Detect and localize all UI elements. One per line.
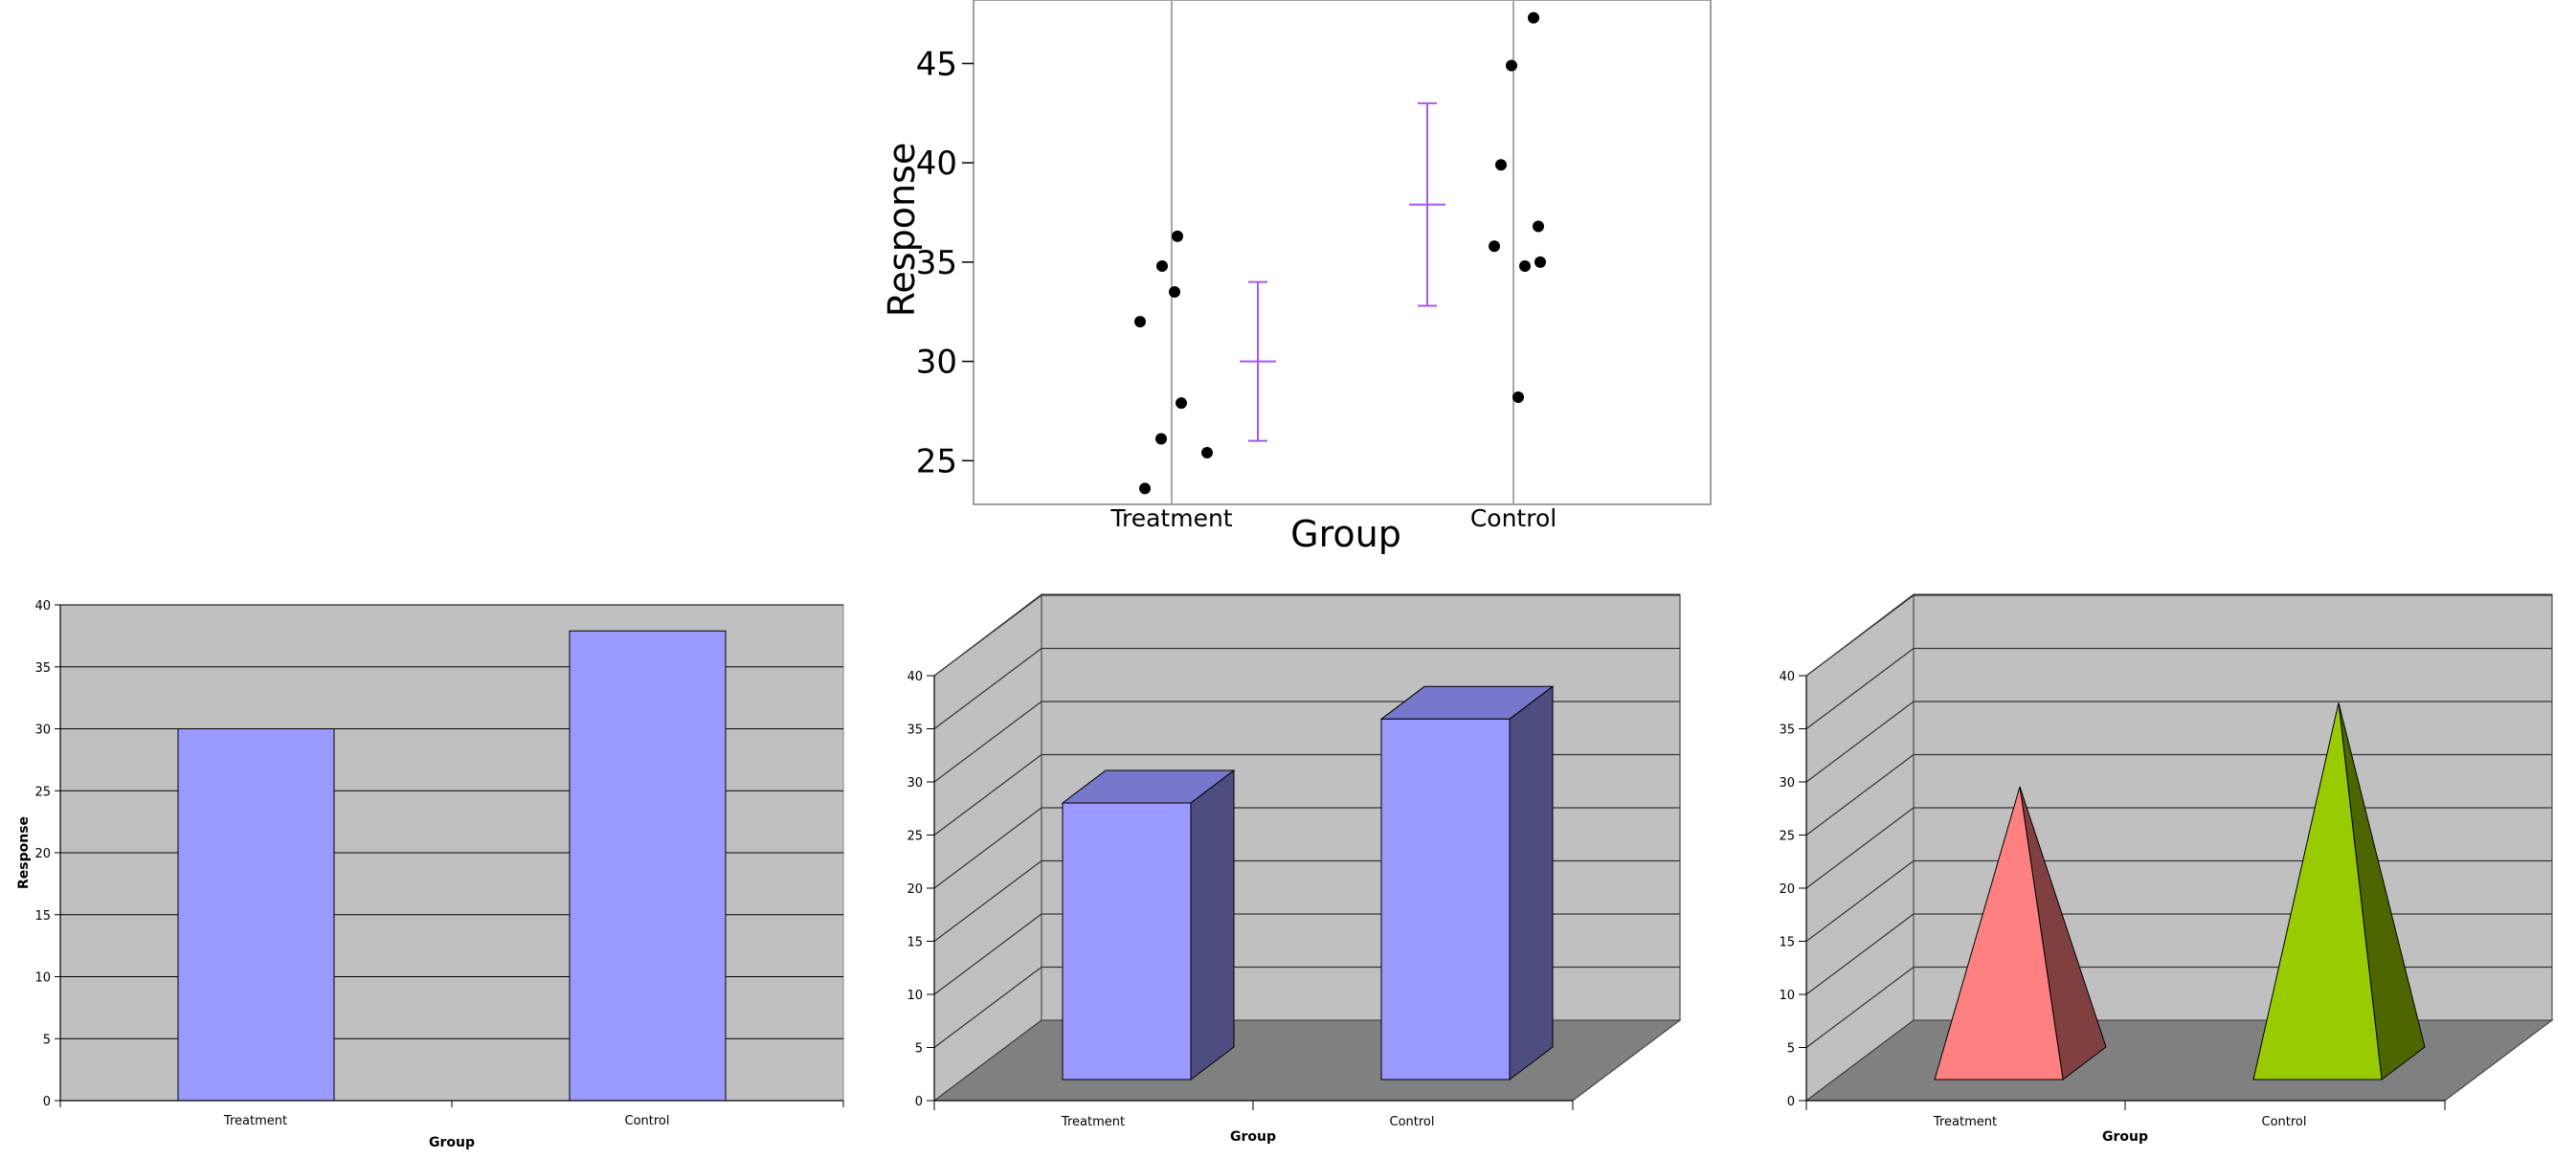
bar2d-ytick-label-3: 15 xyxy=(34,909,51,924)
bar2d-xcat-treatment: Treatment xyxy=(223,1114,287,1128)
pyr3d-ytick-label-2: 10 xyxy=(1779,989,1795,1003)
col3d-y-axis: 0 5 10 15 20 25 30 35 40 xyxy=(907,670,934,1109)
col3d-ytick-label-4: 20 xyxy=(907,882,923,897)
col3d-x-axis-title: Group xyxy=(1230,1129,1276,1145)
bar2d-ytick-label-1: 5 xyxy=(43,1033,51,1047)
bar2d-ytick-label-4: 20 xyxy=(34,847,51,861)
dotplot-point-8 xyxy=(1528,11,1539,24)
dotplot-ytick-label-1: 30 xyxy=(916,344,957,382)
col3d-ytick-label-6: 30 xyxy=(907,776,923,791)
pyr3d-ytick-label-4: 20 xyxy=(1779,882,1795,897)
col3d-ytick-label-7: 35 xyxy=(907,724,923,738)
bar2d-ytick-label-8: 40 xyxy=(34,599,51,613)
dotplot-ytick-label-0: 25 xyxy=(916,442,957,480)
pyr3d-gridline-8 xyxy=(1805,594,2552,677)
dotplot-errorbar-control xyxy=(1409,101,1445,307)
bar2d-bars xyxy=(177,630,727,1102)
col3d-gridline-8 xyxy=(933,594,1680,677)
col3d-xcat-control: Control xyxy=(1390,1115,1435,1129)
col3d-ytick-label-2: 10 xyxy=(907,989,923,1003)
dotplot-point-10 xyxy=(1495,159,1507,171)
dotplot-xcat-treatment: Treatment xyxy=(1109,504,1232,532)
dotplot-point-7 xyxy=(1139,482,1151,495)
dotplot-point-13 xyxy=(1533,220,1544,233)
pyr3d-ytick-label-5: 25 xyxy=(1779,830,1795,844)
dotplot-y-axis-title: Response xyxy=(881,143,923,318)
col3d-ytick-label-5: 25 xyxy=(907,830,923,844)
pyr3d-pyramid-control xyxy=(2252,702,2426,1081)
bar2d-bar-control xyxy=(569,630,727,1102)
bar-chart-3d-pyramid: 0 5 10 15 20 25 30 35 40 Treatment Control Group xyxy=(1779,592,2554,1145)
col3d-bars xyxy=(1061,685,1555,1081)
dotplot-point-4 xyxy=(1176,397,1187,410)
dotplot-point-0 xyxy=(1134,316,1146,328)
pyr3d-ytick-label-7: 35 xyxy=(1779,724,1795,738)
dotplot-error-bars xyxy=(1240,101,1445,442)
bar2d-xcat-control: Control xyxy=(625,1114,670,1128)
pyr3d-y-axis: 0 5 10 15 20 25 30 35 40 xyxy=(1779,670,1806,1109)
pyr3d-ytick-label-8: 40 xyxy=(1779,670,1795,684)
dotplot-point-5 xyxy=(1155,433,1167,445)
dotplot-point-6 xyxy=(1201,447,1213,459)
bar2d-ytick-label-6: 30 xyxy=(34,724,51,738)
pyr3d-gridline-7 xyxy=(1805,647,2552,729)
pyr3d-pyramid-treatment xyxy=(1934,786,2107,1081)
pyr3d-xcat-treatment: Treatment xyxy=(1933,1115,1997,1129)
col3d-column-control xyxy=(1379,685,1555,1081)
dotplot-ytick-label-3: 40 xyxy=(916,145,957,183)
col3d-floor xyxy=(932,1019,1682,1102)
bar2d-y-axis: 0 5 10 15 20 25 30 35 40 xyxy=(34,599,60,1109)
bar2d-bar-treatment xyxy=(177,728,335,1102)
bar2d-ytick-label-2: 10 xyxy=(34,971,51,986)
pyr3d-ytick-label-3: 15 xyxy=(1779,936,1795,950)
bar2d-x-axis-title: Group xyxy=(429,1135,475,1150)
dotplot-points xyxy=(1134,11,1546,495)
dotplot-point-9 xyxy=(1506,59,1517,72)
dotplot-xcat-control: Control xyxy=(1470,504,1557,532)
col3d-ytick-label-8: 40 xyxy=(907,670,923,684)
col3d-xcat-treatment: Treatment xyxy=(1061,1115,1125,1129)
dotplot-y-axis: 25 30 35 40 45 xyxy=(916,45,974,480)
pyr3d-pyramids xyxy=(1934,702,2426,1081)
col3d-ytick-label-3: 15 xyxy=(907,936,923,950)
pyr3d-xcat-control: Control xyxy=(2262,1115,2307,1129)
pyr3d-gridline-6 xyxy=(1805,701,2552,783)
dotplot-point-15 xyxy=(1512,390,1524,403)
dotplot-chart: 25 30 35 40 45 Treatment Control Group Respo… xyxy=(881,0,1712,555)
bar-chart-3d-column: 0 5 10 15 20 25 30 35 40 Treatment Control Group xyxy=(907,592,1682,1145)
dotplot-point-11 xyxy=(1489,240,1500,253)
bar2d-ytick-label-7: 35 xyxy=(34,661,51,676)
dotplot-point-12 xyxy=(1519,260,1531,273)
pyr3d-ytick-label-1: 5 xyxy=(1787,1042,1795,1057)
bar2d-y-axis-title: Response xyxy=(16,816,32,889)
dotplot-point-3 xyxy=(1169,285,1180,298)
dotplot-ytick-label-2: 35 xyxy=(916,244,957,282)
bar2d-ytick-label-0: 0 xyxy=(43,1095,51,1109)
dotplot-errorbar-treatment xyxy=(1240,280,1276,442)
pyr3d-floor xyxy=(1804,1019,2554,1102)
pyr3d-ytick-label-0: 0 xyxy=(1787,1095,1795,1109)
dotplot-plot-area xyxy=(973,0,1712,505)
col3d-gridline-7 xyxy=(933,647,1680,729)
bar2d-ytick-label-5: 25 xyxy=(34,785,51,799)
bar-chart-2d: 0 5 10 15 20 25 30 35 40 Treatment Control Group… xyxy=(16,599,844,1150)
col3d-ytick-label-1: 5 xyxy=(915,1042,923,1057)
dotplot-x-axis-title: Group xyxy=(1290,513,1401,555)
dotplot-point-14 xyxy=(1534,256,1546,268)
pyr3d-x-axis-title: Group xyxy=(2102,1129,2148,1145)
col3d-ytick-label-0: 0 xyxy=(915,1095,923,1109)
dotplot-ytick-label-4: 45 xyxy=(916,45,957,83)
dotplot-point-2 xyxy=(1172,230,1183,242)
col3d-column-treatment xyxy=(1061,769,1236,1081)
dotplot-point-1 xyxy=(1156,260,1168,273)
pyr3d-ytick-label-6: 30 xyxy=(1779,776,1795,791)
